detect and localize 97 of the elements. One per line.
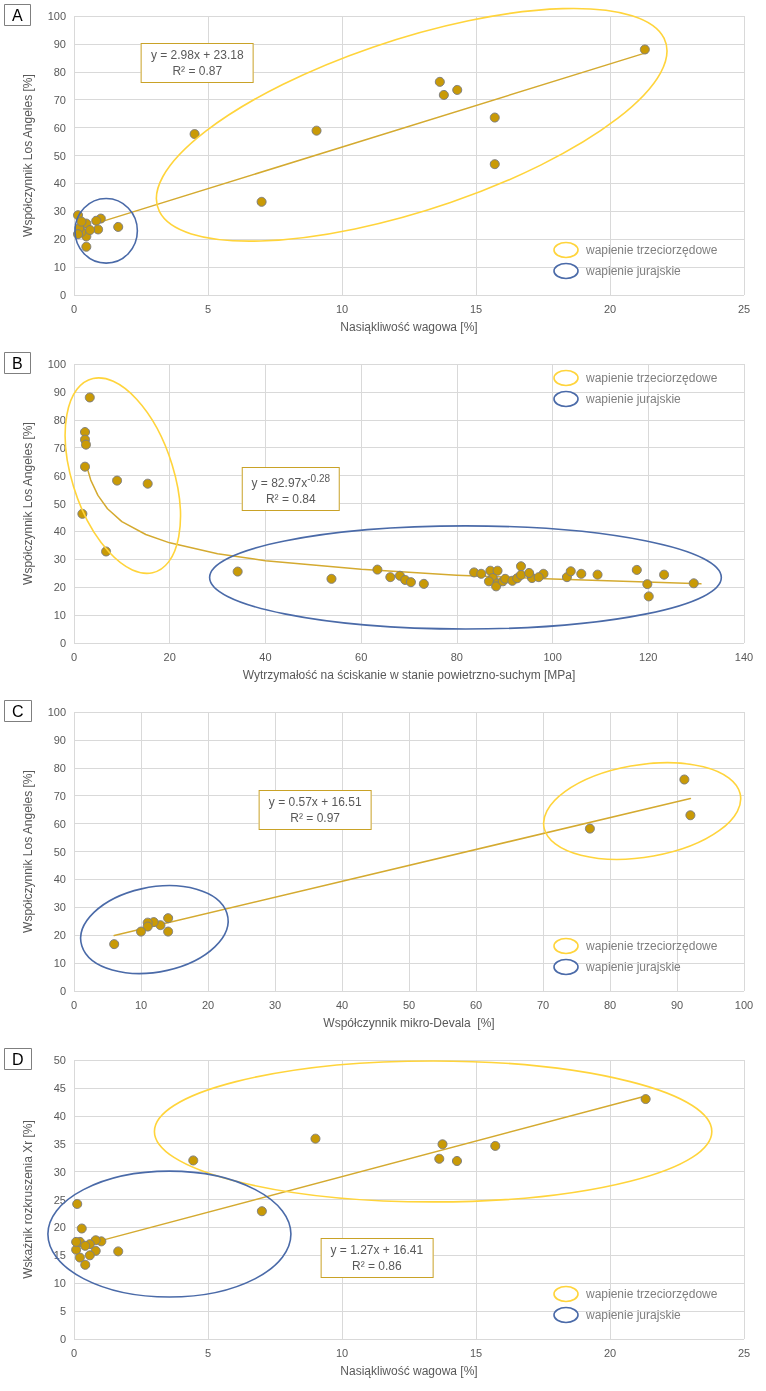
annotation: y = 82.97x$^{-0.28}$ R² = 0.84 — [251, 472, 331, 507]
annotation: wapienie trzeciorzędowe — [586, 370, 718, 386]
y-tick-label: 35 — [53, 1137, 66, 1150]
y-axis-title: Współczynnik Los Angeles [%] — [21, 770, 35, 933]
x-tick-label: 60 — [355, 650, 368, 663]
y-tick-label: 10 — [53, 261, 66, 274]
y-tick-label: 90 — [53, 37, 66, 50]
chart-title: B — [12, 354, 23, 372]
y-tick-label: 80 — [53, 761, 66, 774]
x-tick-label: 80 — [603, 998, 617, 1011]
annotation: y = 1.27x + 16.41 R² = 0.86 — [330, 1242, 424, 1275]
y-tick-label: 10 — [53, 957, 66, 970]
x-tick-label: 100 — [543, 650, 562, 663]
annotation: y = 2.98x + 23.18 R² = 0.87 — [150, 47, 244, 80]
annotation: wapienie jurajskie — [586, 263, 681, 279]
y-tick-label: 100 — [47, 10, 66, 22]
annotation: wapienie jurajskie — [586, 959, 681, 975]
y-tick-label: 50 — [53, 497, 66, 510]
x-tick-label: 90 — [670, 998, 684, 1011]
y-axis-title: Wskaźnik rozkruszenia Xr [%] — [21, 1120, 35, 1279]
annotation: wapienie trzeciorzędowe — [586, 938, 718, 954]
x-tick-label: 20 — [201, 998, 215, 1011]
y-tick-label: 60 — [53, 469, 66, 482]
chart-title: D — [12, 1050, 24, 1068]
y-tick-label: 40 — [53, 1109, 66, 1122]
y-tick-label: 0 — [59, 637, 66, 649]
y-axis-title: Współczynnik Los Angeles [%] — [21, 422, 35, 585]
x-tick-label: 20 — [163, 650, 176, 663]
x-axis-title: Nasiąkliwość wagowa [%] — [340, 1364, 478, 1378]
y-tick-label: 30 — [53, 553, 66, 566]
y-tick-label: 30 — [53, 205, 66, 218]
y-tick-label: 70 — [53, 93, 66, 106]
y-tick-label: 0 — [59, 289, 66, 301]
y-tick-label: 100 — [47, 706, 66, 718]
annotation: wapienie trzeciorzędowe — [586, 1286, 718, 1302]
x-tick-label: 20 — [603, 1346, 617, 1359]
x-tick-label: 10 — [335, 302, 349, 315]
x-tick-label: 10 — [134, 998, 148, 1011]
chart-title: C — [12, 702, 24, 720]
y-tick-label: 40 — [53, 873, 66, 886]
y-tick-label: 60 — [53, 121, 66, 134]
annotation: wapienie jurajskie — [586, 391, 681, 407]
x-tick-label: 25 — [737, 1346, 751, 1359]
y-tick-label: 5 — [59, 1305, 66, 1318]
x-tick-label: 20 — [603, 302, 617, 315]
x-tick-label: 30 — [268, 998, 282, 1011]
y-tick-label: 90 — [53, 733, 66, 746]
y-tick-label: 80 — [53, 413, 66, 426]
x-tick-label: 0 — [70, 650, 78, 663]
y-tick-label: 20 — [53, 233, 66, 246]
y-tick-label: 40 — [53, 177, 66, 190]
y-tick-label: 60 — [53, 817, 66, 830]
y-tick-label: 80 — [53, 65, 66, 78]
x-tick-label: 10 — [335, 1346, 349, 1359]
x-tick-label: 0 — [70, 998, 78, 1011]
annotation: y = 0.57x + 16.51 R² = 0.97 — [268, 793, 362, 826]
x-tick-label: 140 — [734, 650, 754, 663]
y-tick-label: 0 — [59, 1333, 66, 1345]
x-axis-title: Wytrzymałość na ściskanie w stanie powietrzno-suchym [MPa] — [242, 668, 576, 682]
y-tick-label: 10 — [53, 1277, 66, 1290]
x-tick-label: 40 — [335, 998, 349, 1011]
chart-title: A — [12, 6, 23, 24]
x-tick-label: 0 — [70, 302, 78, 315]
x-axis-title: Nasiąkliwość wagowa [%] — [340, 320, 478, 334]
annotation: wapienie trzeciorzędowe — [586, 242, 718, 258]
y-tick-label: 70 — [53, 441, 66, 454]
y-tick-label: 30 — [53, 1165, 66, 1178]
x-tick-label: 5 — [204, 302, 212, 315]
y-tick-label: 100 — [47, 358, 66, 370]
y-tick-label: 50 — [53, 1054, 66, 1066]
x-tick-label: 25 — [737, 302, 751, 315]
x-tick-label: 50 — [402, 998, 416, 1011]
x-tick-label: 15 — [469, 302, 483, 315]
y-tick-label: 10 — [53, 609, 66, 622]
y-tick-label: 45 — [53, 1081, 66, 1094]
x-tick-label: 0 — [70, 1346, 78, 1359]
annotation: wapienie jurajskie — [586, 1307, 681, 1323]
x-tick-label: 70 — [536, 998, 550, 1011]
x-tick-label: 80 — [450, 650, 463, 663]
x-axis-title: Współczynnik mikro-Devala [%] — [323, 1016, 495, 1030]
y-axis-title: Współczynnik Los Angeles [%] — [21, 74, 35, 237]
y-tick-label: 20 — [53, 1221, 66, 1234]
y-tick-label: 20 — [53, 929, 66, 942]
x-tick-label: 15 — [469, 1346, 483, 1359]
y-tick-label: 50 — [53, 149, 66, 162]
y-tick-label: 50 — [53, 845, 66, 858]
y-tick-label: 30 — [53, 901, 66, 914]
x-tick-label: 40 — [259, 650, 272, 663]
y-tick-label: 70 — [53, 789, 66, 802]
x-tick-label: 120 — [639, 650, 658, 663]
y-tick-label: 90 — [53, 385, 66, 398]
y-tick-label: 40 — [53, 525, 66, 538]
y-tick-label: 0 — [59, 985, 66, 997]
y-tick-label: 20 — [53, 581, 66, 594]
x-tick-label: 5 — [204, 1346, 212, 1359]
x-tick-label: 100 — [734, 998, 754, 1011]
x-tick-label: 60 — [469, 998, 483, 1011]
